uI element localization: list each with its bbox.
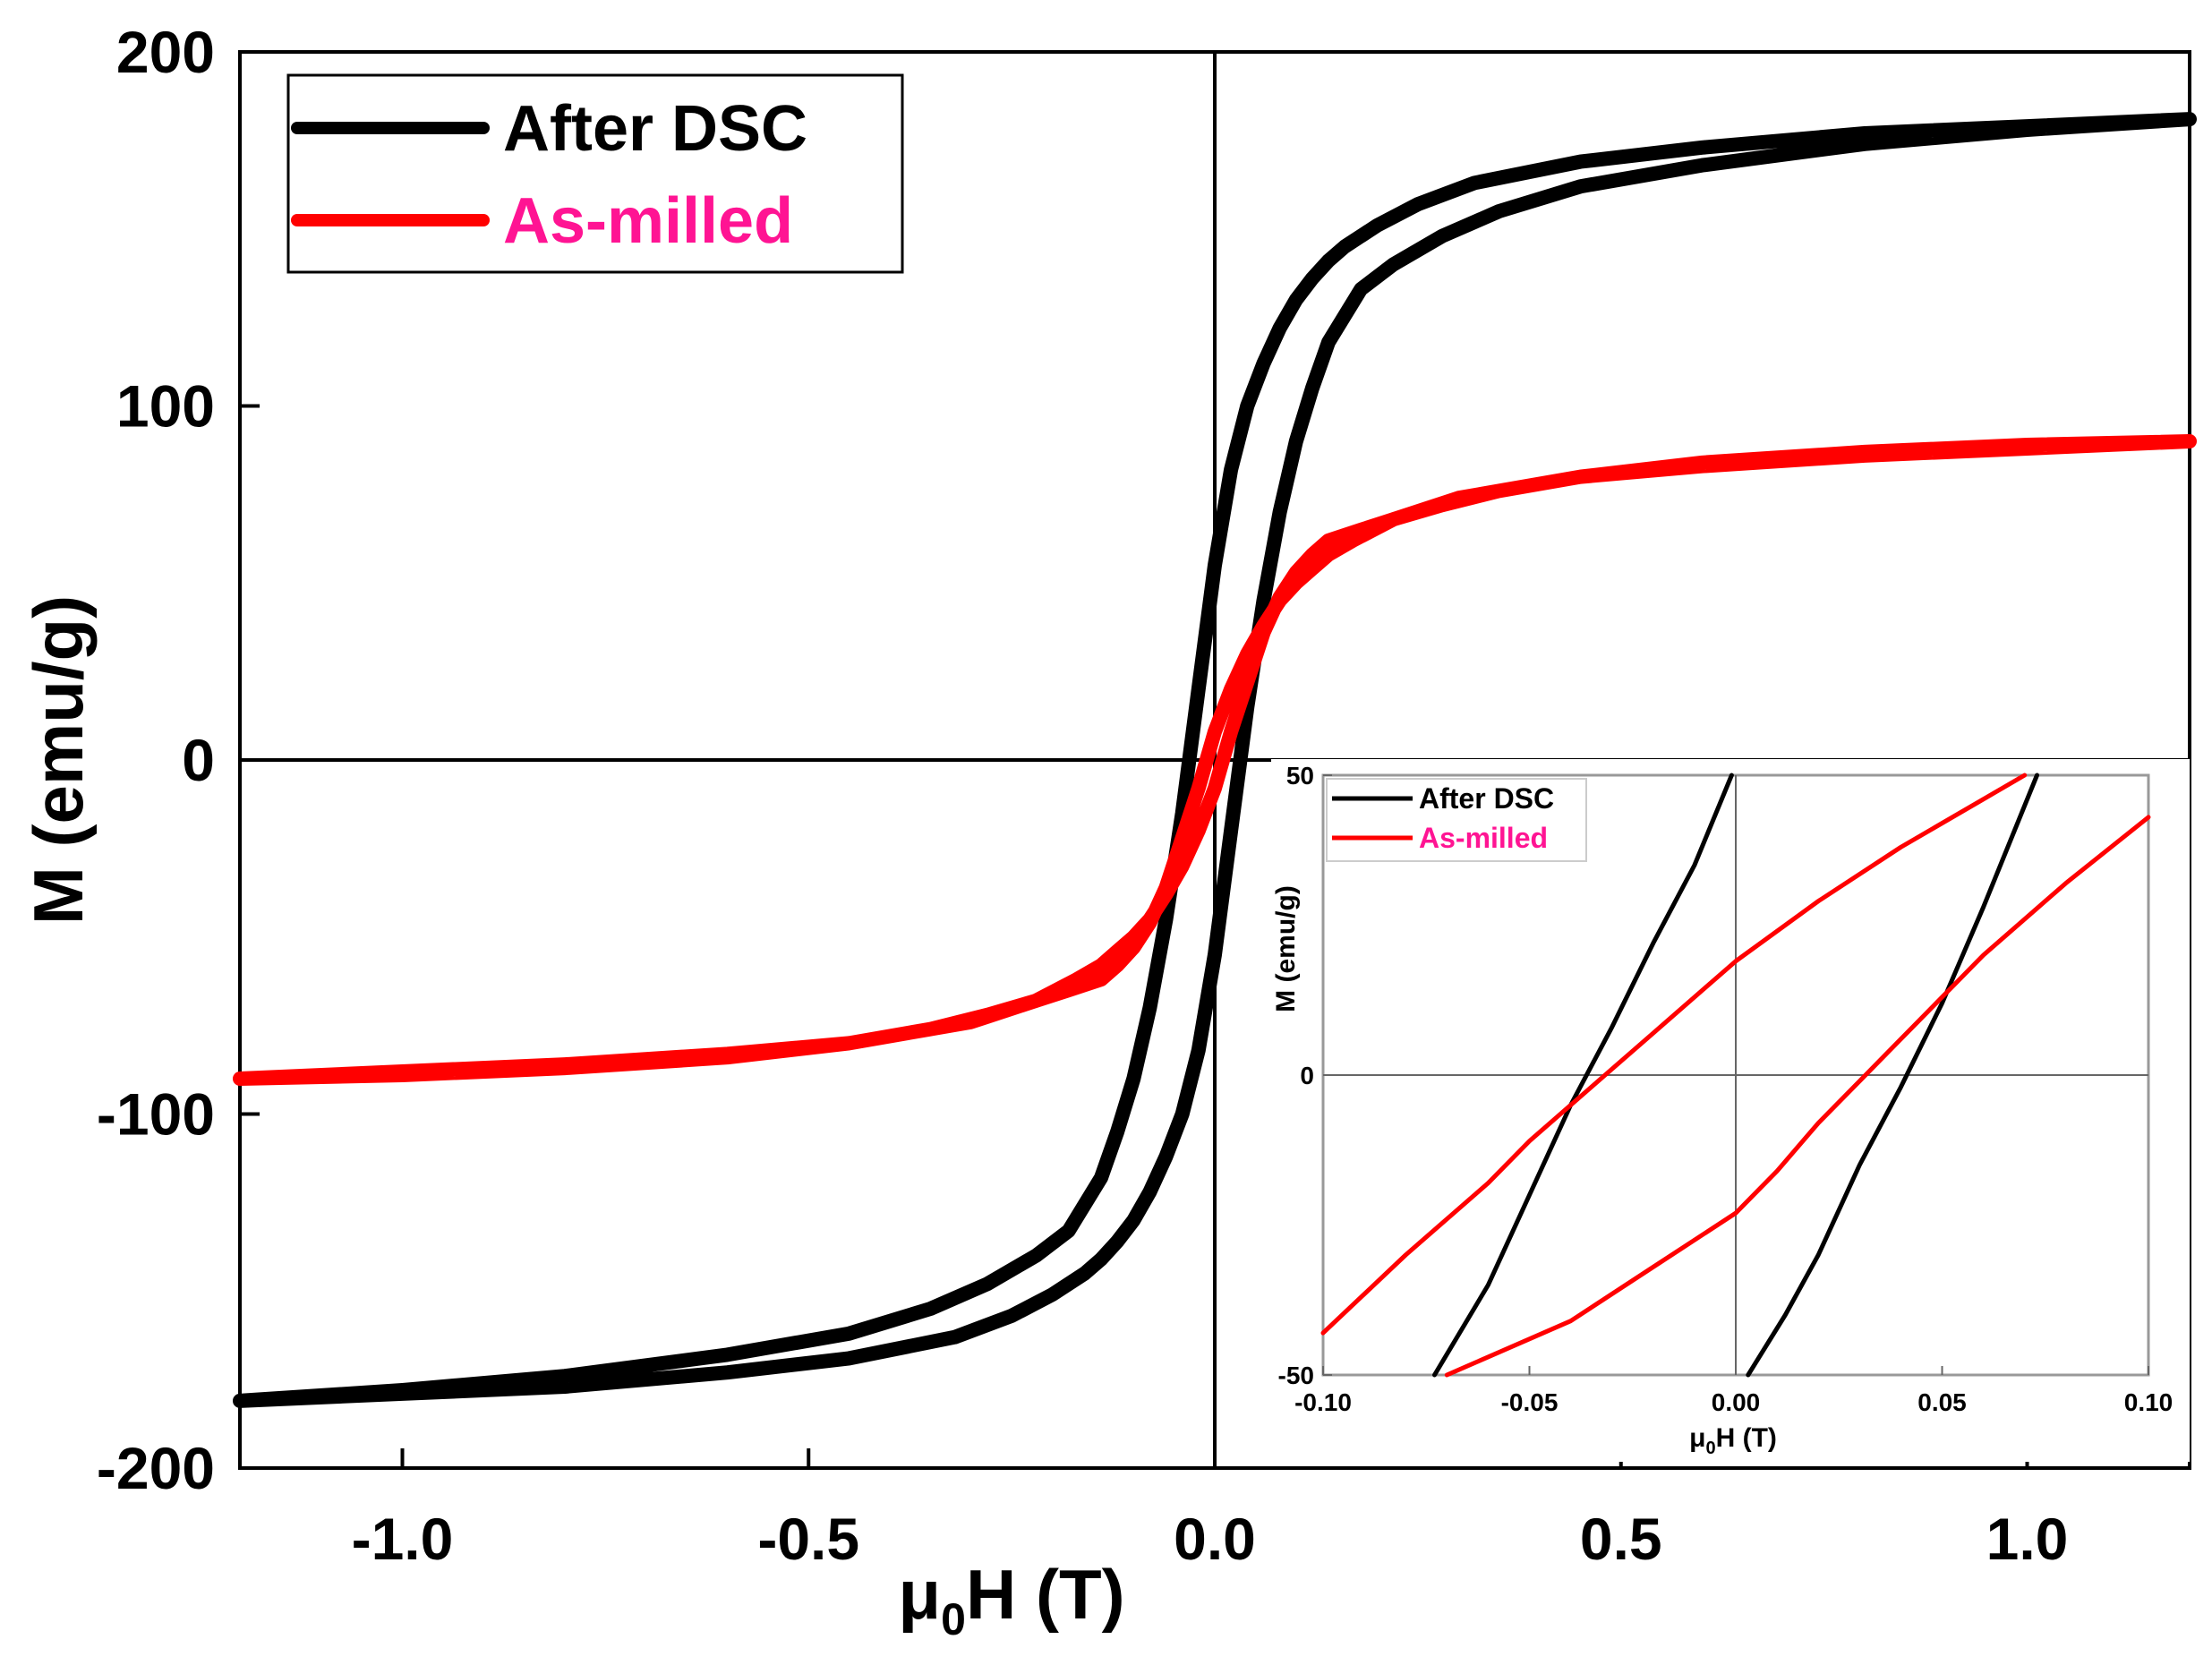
main-legend-label-as-milled: As-milled bbox=[503, 185, 793, 257]
inset-legend-label-after-dsc: After DSC bbox=[1419, 782, 1554, 815]
inset-x-axis-label-rest: H (T) bbox=[1716, 1423, 1777, 1453]
main-series bbox=[233, 112, 2197, 1408]
inset-series-after-dsc bbox=[1432, 773, 2039, 1378]
inset-chart: -50 0 50 -0.10 -0.05 0.00 0.05 0.10 M (e… bbox=[1271, 759, 2190, 1462]
inset-x-axis-label-sub: 0 bbox=[1705, 1439, 1715, 1458]
main-series-as-milled bbox=[233, 434, 2197, 1086]
inset-legend-box bbox=[1326, 778, 1587, 862]
inset-y-axis-label: M (emu/g) bbox=[1271, 885, 1301, 1012]
inset-series bbox=[1320, 773, 2151, 1378]
inset-zero-lines bbox=[1323, 775, 2148, 1375]
inset-series-as-milled bbox=[1320, 773, 2151, 1378]
main-chart: -200 -100 0 100 200 -1.0 -0.5 0.0 0.5 1.… bbox=[19, 19, 2197, 1644]
main-y-tick-label: 200 bbox=[116, 19, 215, 85]
inset-x-tick-label: 0.05 bbox=[1917, 1388, 1967, 1416]
main-x-axis-label: μ0H (T) bbox=[898, 1555, 1124, 1644]
inset-x-tick-label: 0.10 bbox=[2124, 1388, 2174, 1416]
main-x-axis-label-sub: 0 bbox=[941, 1594, 966, 1644]
inset-y-tick-label: 0 bbox=[1300, 1062, 1314, 1089]
main-y-axis-label: M (emu/g) bbox=[19, 595, 98, 925]
inset-x-axis-label-mu: μ bbox=[1689, 1423, 1705, 1453]
main-series-after-dsc bbox=[233, 112, 2197, 1408]
inset-legend: After DSC As-milled bbox=[1326, 778, 1587, 862]
inset-x-tick-label: -0.05 bbox=[1501, 1388, 1559, 1416]
main-legend: After DSC As-milled bbox=[286, 73, 904, 274]
main-y-tick-label: 0 bbox=[182, 727, 215, 793]
main-x-axis-label-rest: H (T) bbox=[966, 1555, 1125, 1634]
inset-x-tick-label: -0.10 bbox=[1294, 1388, 1352, 1416]
main-x-axis-label-mu: μ bbox=[898, 1555, 941, 1634]
main-y-tick-label: -100 bbox=[97, 1081, 215, 1148]
main-ticks bbox=[240, 50, 2029, 1470]
main-y-tick-label: -200 bbox=[97, 1435, 215, 1501]
main-legend-box bbox=[286, 73, 904, 274]
main-x-tick-label: -0.5 bbox=[757, 1506, 859, 1572]
inset-x-tick-label: 0.00 bbox=[1712, 1388, 1761, 1416]
inset-y-tick-label: 50 bbox=[1286, 762, 1314, 790]
inset-x-axis-label: μ0H (T) bbox=[1689, 1423, 1777, 1458]
inset-background bbox=[1271, 759, 2190, 1462]
main-y-tick-label: 100 bbox=[116, 373, 215, 440]
main-x-tick-label: 1.0 bbox=[1986, 1506, 2069, 1572]
inset-ticks bbox=[1322, 774, 2149, 1376]
main-legend-label-after-dsc: After DSC bbox=[503, 93, 807, 165]
main-x-tick-label: 0.5 bbox=[1580, 1506, 1662, 1572]
main-x-tick-label: 0.0 bbox=[1174, 1506, 1256, 1572]
main-x-tick-label: -1.0 bbox=[352, 1506, 454, 1572]
inset-y-tick-label: -50 bbox=[1278, 1362, 1314, 1389]
inset-legend-label-as-milled: As-milled bbox=[1419, 822, 1548, 854]
